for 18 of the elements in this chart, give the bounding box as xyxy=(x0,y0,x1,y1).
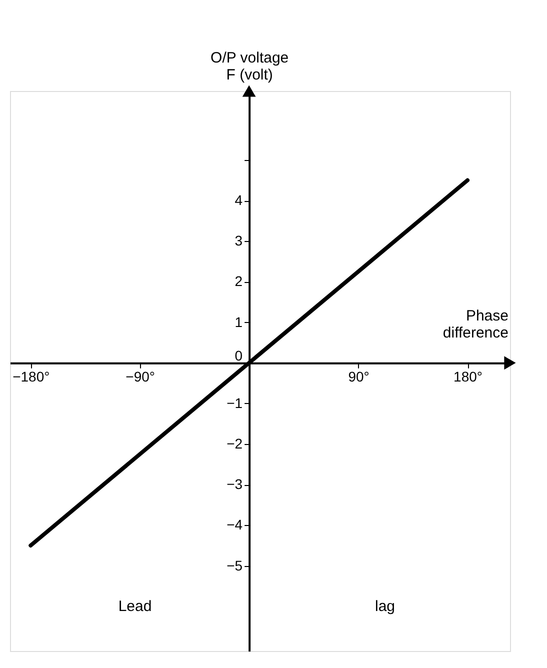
y-tick-label: −2 xyxy=(226,436,243,452)
y-tick-label: 4 xyxy=(234,192,243,208)
y-tick-label: 0 xyxy=(234,347,243,364)
y-tick-label: 3 xyxy=(234,232,243,249)
y-tick-label: 1 xyxy=(234,314,243,330)
x-axis-title: Phase difference xyxy=(442,307,508,342)
y-tick-label: −4 xyxy=(226,516,243,533)
y-tick-label: −3 xyxy=(226,476,243,492)
y-tick-label: −5 xyxy=(226,557,243,574)
x-tick-label: 90° xyxy=(348,368,370,384)
x-tick-label: −180° xyxy=(12,368,50,384)
annotation: Lead xyxy=(118,598,152,615)
y-tick-label: −1 xyxy=(226,394,243,411)
x-tick-label: −90° xyxy=(126,368,156,384)
y-axis-title: O/P voltage F (volt) xyxy=(210,50,289,84)
x-tick-label: 180° xyxy=(454,368,483,384)
annotation: lag xyxy=(374,598,396,615)
y-tick-label: 2 xyxy=(234,273,243,290)
